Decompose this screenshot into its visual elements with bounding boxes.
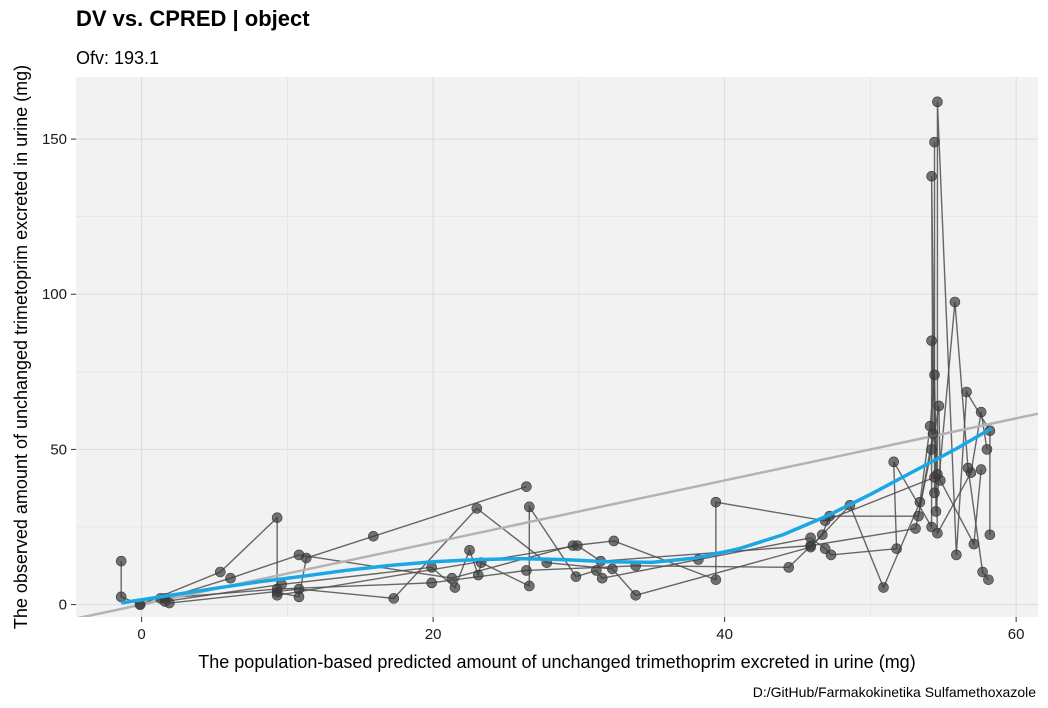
subject-6-line xyxy=(277,405,982,596)
subject-6-point xyxy=(968,538,980,550)
subject-6-point xyxy=(572,540,583,551)
chart-subtitle: Ofv: 193.1 xyxy=(76,48,159,68)
subject-6-point xyxy=(933,400,945,412)
subject-5-point xyxy=(927,428,939,440)
smooth-trend-line xyxy=(120,427,992,605)
subject-3-point xyxy=(825,549,837,561)
grid-lines xyxy=(76,77,1038,617)
subject-5-point xyxy=(913,510,924,522)
subject-3-point xyxy=(472,569,484,581)
subject-2-point xyxy=(710,574,722,586)
subject-3-point xyxy=(464,544,475,556)
y-tick-label: 150 xyxy=(42,131,67,148)
subject-2-point xyxy=(710,496,722,508)
subject-4-point xyxy=(932,527,943,539)
subject-4-point xyxy=(163,597,175,609)
subject-4-point xyxy=(388,593,400,604)
subject-4-point xyxy=(975,406,987,418)
x-tick-label: 40 xyxy=(716,626,733,643)
subject-4-point xyxy=(929,369,940,381)
subject-5-point xyxy=(521,565,532,576)
y-tick-label: 0 xyxy=(59,597,67,614)
subject-3-point xyxy=(984,529,996,541)
subject-4-point xyxy=(630,589,642,601)
subject-4-point xyxy=(981,444,993,455)
subject-2-point xyxy=(929,487,940,499)
subject-5-point xyxy=(816,529,828,541)
subject-5-point xyxy=(983,574,994,586)
y-tick-label: 50 xyxy=(50,441,67,458)
subject-1-point xyxy=(215,566,226,578)
subject-5-point xyxy=(930,506,942,517)
chart-caption: D:/GitHub/Farmakokinetika Sulfamethoxazo… xyxy=(753,684,1036,700)
subject-6-point xyxy=(935,475,946,486)
subject-6-point xyxy=(975,464,987,475)
subject-4-point xyxy=(914,496,926,508)
subject-2-point xyxy=(929,136,940,148)
x-tick-label: 0 xyxy=(137,626,145,643)
subject-1-point xyxy=(115,591,127,603)
subject-3-point xyxy=(891,543,902,555)
subject-3-point xyxy=(591,565,602,576)
subject-1-point xyxy=(368,531,379,542)
axis-ticks: 0 20 40 60 0 50 100 150 xyxy=(42,131,1025,643)
subject-6-point xyxy=(271,589,283,601)
x-axis-title: The population-based predicted amount of… xyxy=(198,652,915,672)
subject-4-point xyxy=(878,582,889,593)
subject-3-point xyxy=(524,580,535,592)
subject-3-point xyxy=(951,549,962,561)
subject-2-point xyxy=(608,535,620,547)
subject-4-point xyxy=(471,503,483,514)
subject-5-point xyxy=(949,296,961,308)
plot-panel xyxy=(76,77,1038,617)
subject-2-point xyxy=(446,572,458,584)
subject-5-point xyxy=(977,566,988,578)
subject-6-point xyxy=(805,540,816,551)
subject-1-point xyxy=(271,512,283,523)
x-tick-label: 20 xyxy=(425,626,442,643)
subject-6-point xyxy=(926,444,937,455)
chart-title: DV vs. CPRED | object xyxy=(76,6,310,31)
subject-1-point xyxy=(521,481,532,492)
data-layer xyxy=(77,96,1038,617)
subject-3-point xyxy=(570,571,582,582)
subject-2-point xyxy=(293,549,305,561)
subject-3-point xyxy=(888,456,900,468)
subject-3-point xyxy=(449,582,461,593)
y-tick-label: 100 xyxy=(42,286,67,303)
subject-3-point xyxy=(926,335,937,347)
subject-5-point xyxy=(926,171,937,182)
subject-3-point xyxy=(932,96,943,108)
subject-5-point xyxy=(962,462,974,474)
subject-2-point xyxy=(225,572,236,584)
subject-5-point xyxy=(783,562,795,573)
subject-3-point xyxy=(961,386,972,398)
subject-5-point xyxy=(426,577,437,589)
subject-1-point xyxy=(115,555,127,567)
subject-4-point xyxy=(293,583,305,595)
subject-4-point xyxy=(607,563,618,575)
x-tick-label: 60 xyxy=(1008,626,1025,643)
subject-3-point xyxy=(596,572,608,584)
subject-6-point xyxy=(910,523,921,534)
subject-3-point xyxy=(524,501,535,513)
y-axis-title: The observed amount of unchanged trimeto… xyxy=(11,65,31,629)
